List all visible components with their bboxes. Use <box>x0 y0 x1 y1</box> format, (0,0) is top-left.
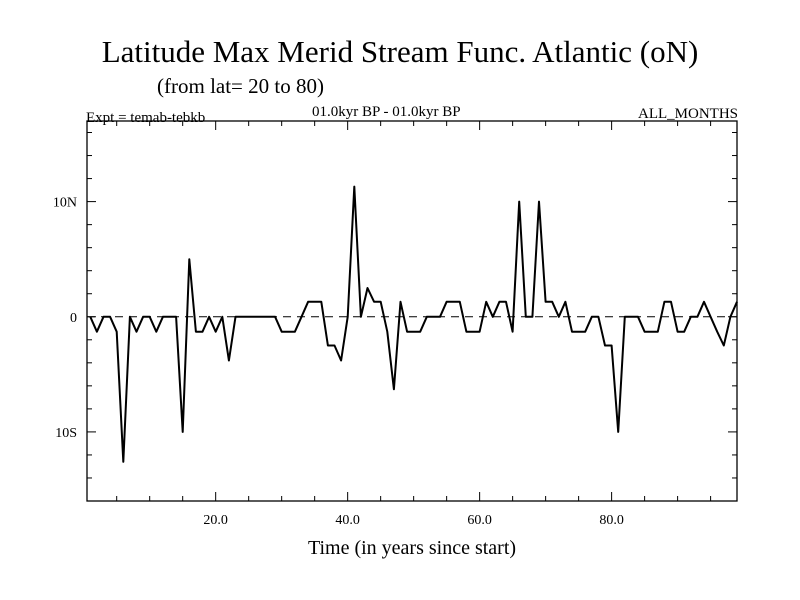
axis-ticks <box>87 121 737 501</box>
y-tick-label: 10S <box>55 426 77 441</box>
chart-subtitle: (from lat= 20 to 80) <box>157 74 324 98</box>
chart-title: Latitude Max Merid Stream Func. Atlantic… <box>101 34 699 69</box>
x-tick-label: 80.0 <box>599 513 624 528</box>
experiment-label: Expt = temab-tebkb <box>86 110 206 126</box>
series-line <box>89 185 738 463</box>
plot-frame <box>86 120 738 502</box>
x-tick-label: 20.0 <box>203 513 228 528</box>
x-axis-label: Time (in years since start) <box>308 537 516 559</box>
months-label: ALL_MONTHS <box>638 106 738 122</box>
period-label: 01.0kyr BP - 01.0kyr BP <box>312 104 461 120</box>
x-tick-label: 40.0 <box>335 513 360 528</box>
tick-labels: 20.0 40.0 60.0 80.0 10N 0 10S <box>53 196 624 528</box>
y-tick-label: 10N <box>53 196 77 211</box>
y-tick-label: 0 <box>70 311 77 326</box>
x-tick-label: 60.0 <box>467 513 492 528</box>
